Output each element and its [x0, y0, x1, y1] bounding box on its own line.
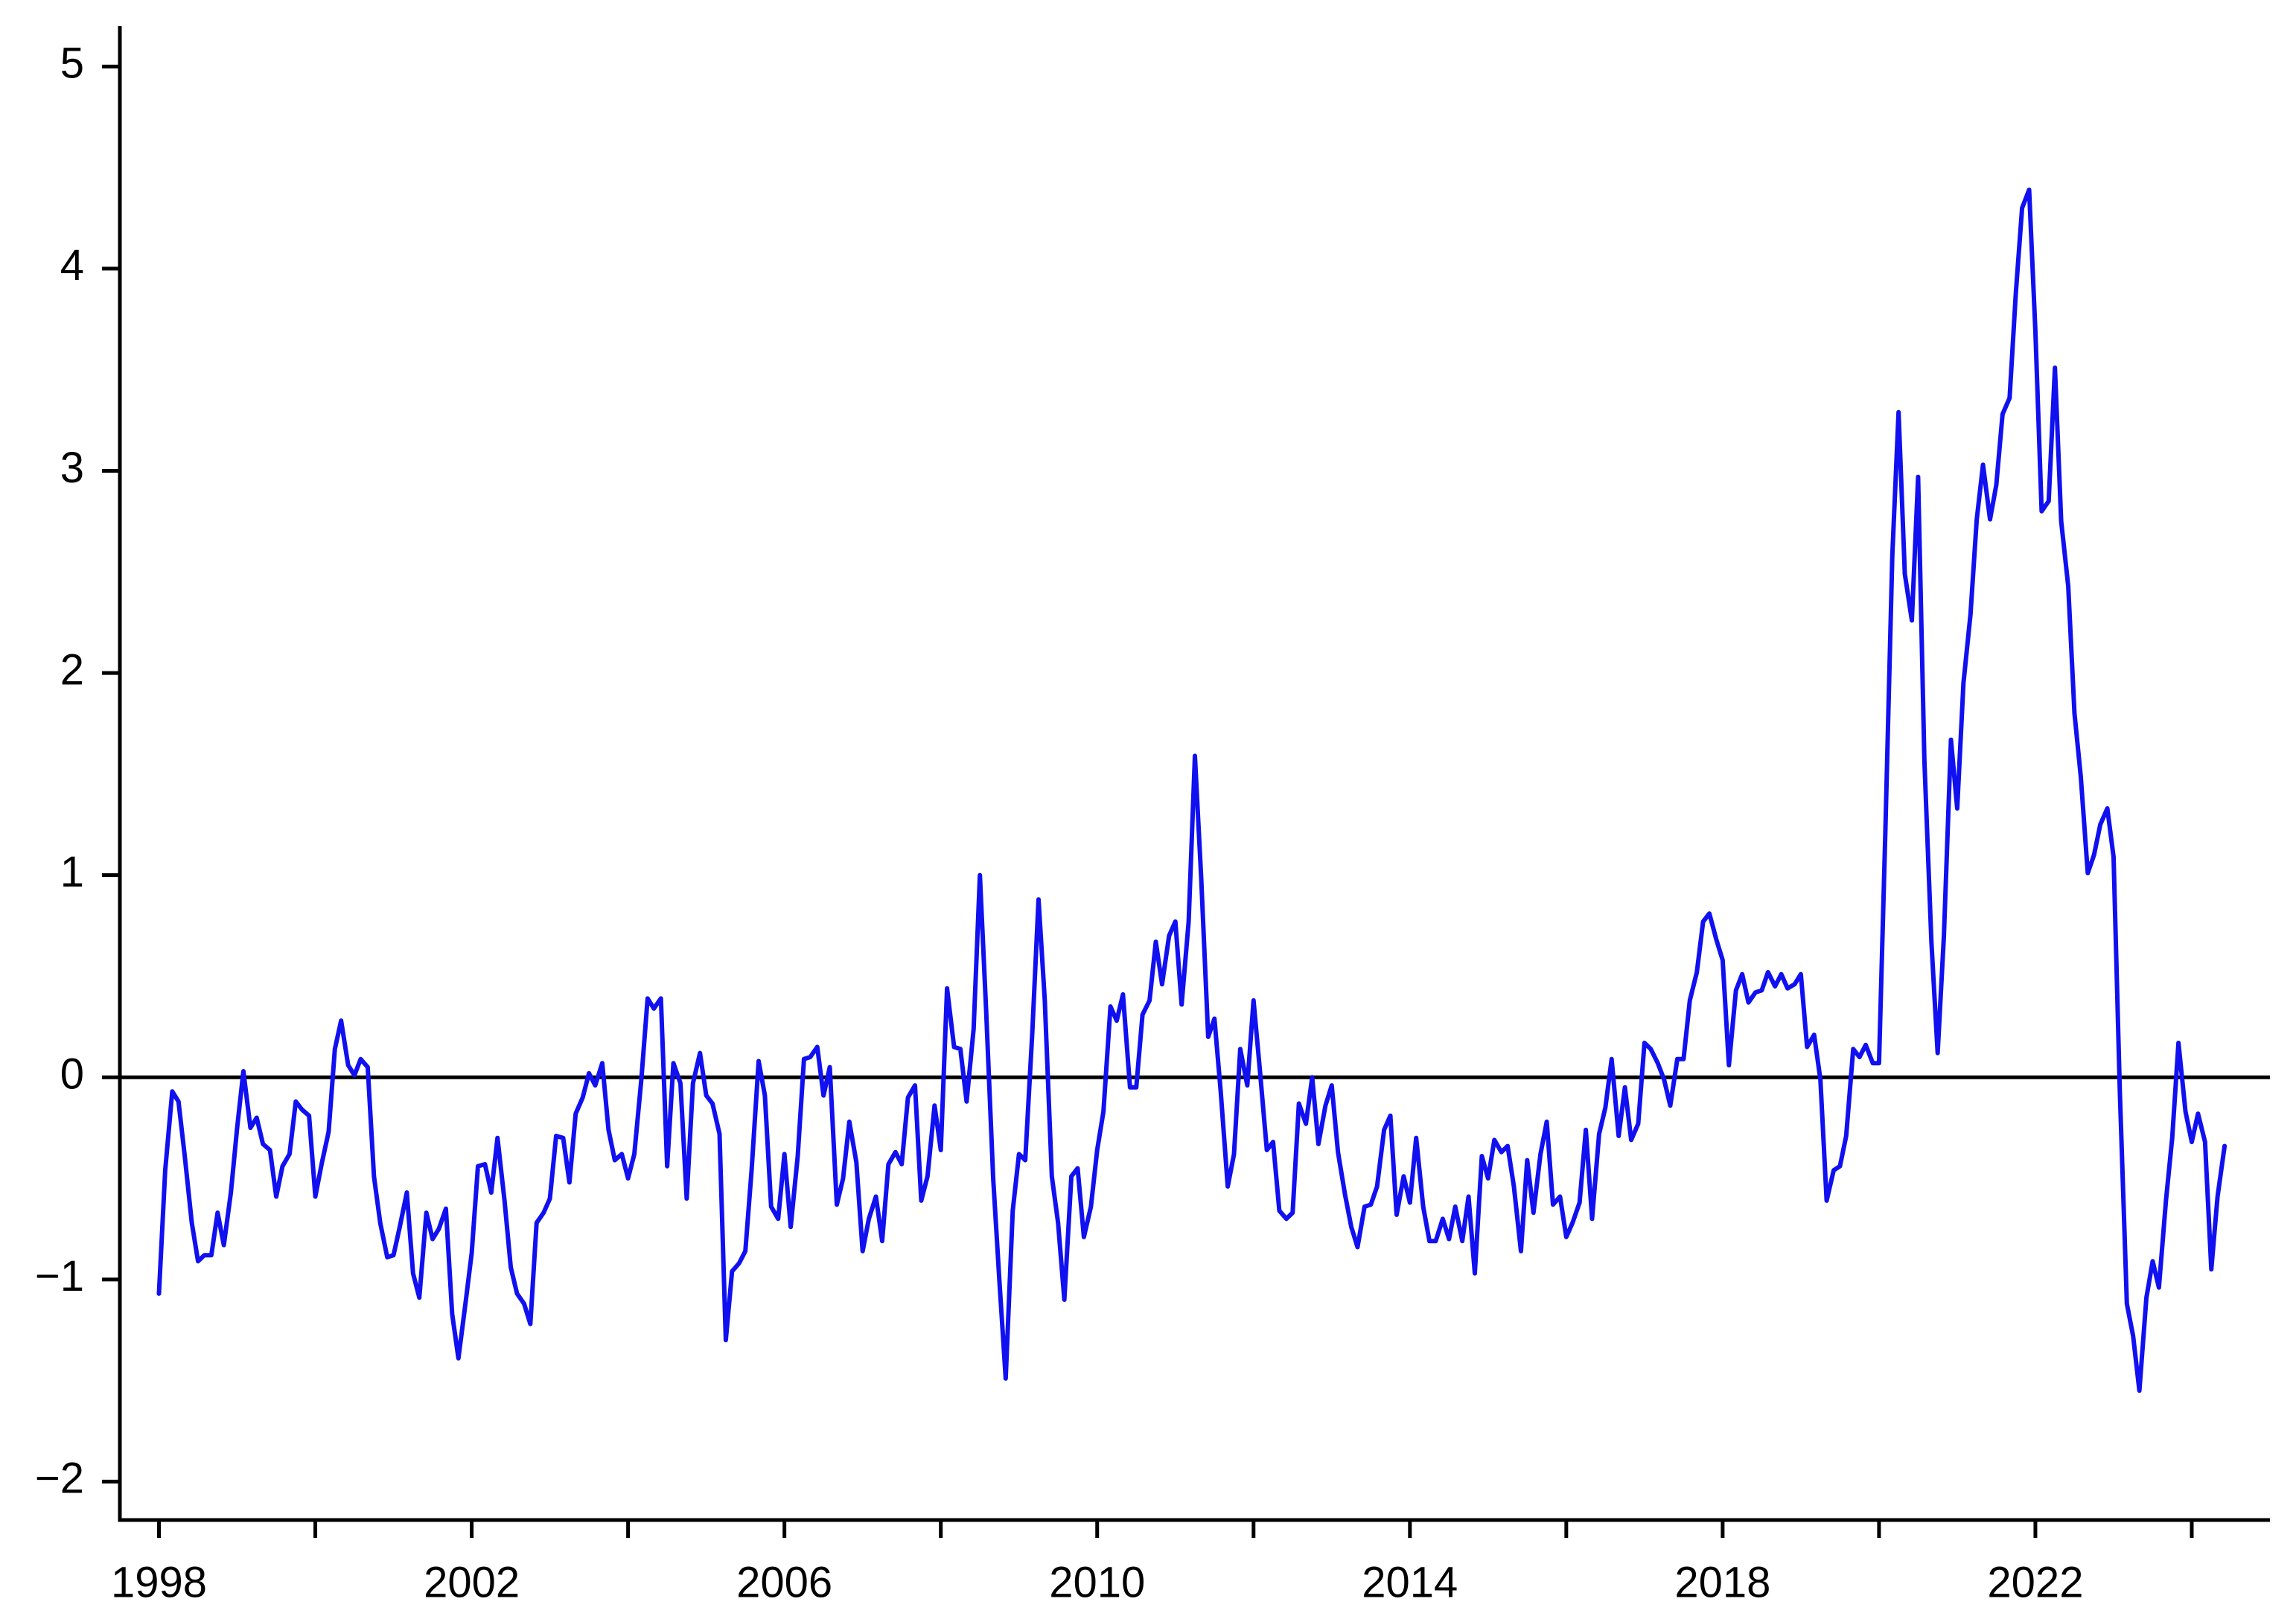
- y-tick-label: 0: [60, 1050, 84, 1099]
- x-tick-label: 2010: [1049, 1558, 1145, 1606]
- y-tick-label: −1: [35, 1252, 84, 1300]
- y-tick-label: 2: [60, 645, 84, 694]
- data-line: [156, 187, 2228, 1393]
- x-tick-label: 1998: [111, 1558, 207, 1606]
- y-tick-label: 4: [60, 241, 84, 290]
- y-tick-label: 3: [60, 444, 84, 492]
- y-tick-label: 1: [60, 848, 84, 896]
- x-tick-label: 2014: [1362, 1558, 1458, 1606]
- x-tick-label: 2022: [1987, 1558, 2083, 1606]
- x-tick-label: 2018: [1674, 1558, 1770, 1606]
- y-tick-label: −2: [35, 1455, 84, 1503]
- x-tick-label: 2002: [424, 1558, 520, 1606]
- x-tick-label: 2006: [736, 1558, 832, 1606]
- y-tick-label: 5: [60, 39, 84, 88]
